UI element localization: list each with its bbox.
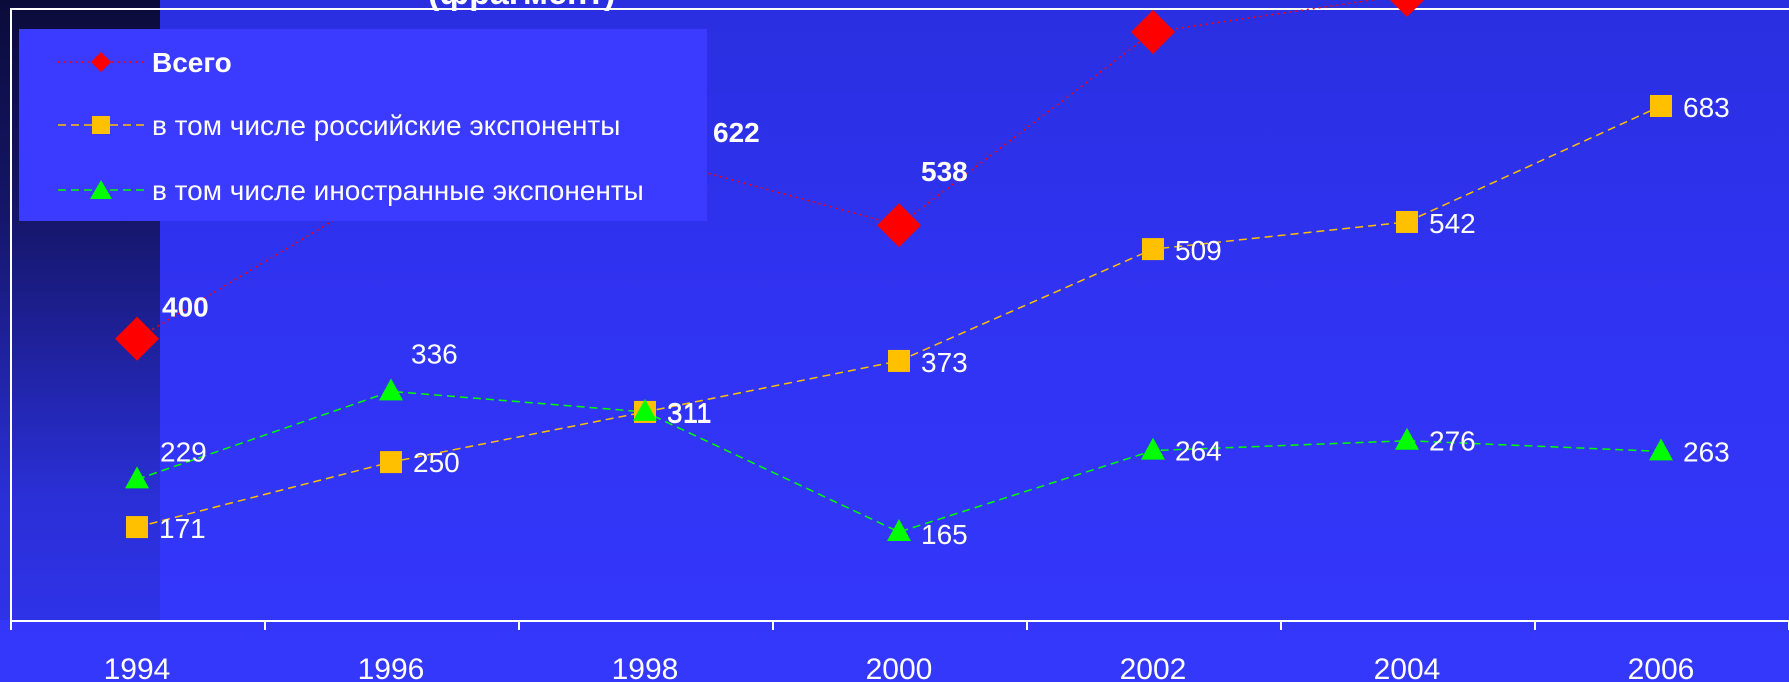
point-russian-2006 [1650, 95, 1672, 118]
point-russian-1994 [126, 516, 148, 539]
point-foreign-1998 [633, 398, 657, 421]
point-russian-2002 [1142, 238, 1164, 261]
legend-item-total: Всего [58, 47, 232, 78]
legend-label-total: Всего [152, 47, 232, 78]
point-total-2004 [1390, 0, 1424, 17]
data-label-russian-2000: 373 [921, 347, 968, 378]
x-tick-label-2006: 2006 [1628, 653, 1695, 682]
legend: Всего в том числе российские экспоненты … [19, 29, 707, 221]
data-label-foreign-1998: 311 [667, 397, 712, 428]
legend-item-foreign: в том числе иностранные экспоненты [58, 175, 644, 206]
point-foreign-2004 [1395, 427, 1419, 450]
point-russian-2000 [888, 349, 910, 372]
point-foreign-2006 [1649, 438, 1673, 461]
x-tick-label-1994: 1994 [104, 653, 171, 682]
x-tick-label-1996: 1996 [358, 653, 425, 682]
x-tick-label-2000: 2000 [866, 653, 933, 682]
chart-title-fragment: (фрагмент) [428, 0, 615, 12]
legend-square-marker [92, 116, 110, 134]
point-total-2000 [877, 203, 921, 248]
data-label-russian-2004: 542 [1429, 208, 1476, 239]
data-label-foreign-2000: 165 [921, 519, 968, 550]
x-axis-ticks [10, 621, 1789, 630]
x-tick-label-1998: 1998 [612, 653, 679, 682]
legend-diamond-marker [91, 52, 111, 72]
data-label-total-2000: 538 [921, 156, 968, 187]
point-russian-1996 [380, 451, 402, 474]
data-label-foreign-2002: 264 [1175, 436, 1222, 467]
data-label-foreign-1996: 336 [411, 338, 458, 369]
x-tick-label-2002: 2002 [1120, 653, 1187, 682]
data-label-total-1994: 400 [162, 292, 209, 323]
point-foreign-2000 [887, 519, 911, 542]
point-foreign-1994 [125, 466, 149, 489]
data-label-russian-2006: 683 [1683, 92, 1730, 123]
point-total-1994 [115, 316, 159, 361]
legend-box [19, 29, 707, 221]
series-line-foreign [136, 390, 1662, 533]
point-russian-2004 [1396, 210, 1418, 233]
legend-label-foreign: в том числе иностранные экспоненты [152, 175, 644, 206]
legend-label-russian: в том числе российские экспоненты [152, 110, 620, 141]
point-foreign-2002 [1141, 437, 1165, 460]
data-label-russian-2002: 509 [1175, 235, 1222, 266]
legend-triangle-marker [90, 180, 112, 199]
point-total-2002 [1131, 9, 1175, 54]
point-foreign-1996 [379, 378, 403, 401]
data-label-foreign-1994: 229 [160, 436, 207, 467]
data-label-foreign-2004: 276 [1429, 426, 1476, 457]
x-axis-tick-labels: 1994 1996 1998 2000 2002 2004 2006 [104, 653, 1695, 682]
legend-item-russian: в том числе российские экспоненты [58, 110, 620, 141]
x-tick-label-2004: 2004 [1374, 653, 1441, 682]
data-label-russian-1998: 311 [667, 398, 712, 429]
data-label-foreign-2006: 263 [1683, 436, 1730, 467]
data-label-russian-1996: 250 [413, 447, 460, 478]
data-label-total-1998: 622 [713, 117, 760, 148]
data-label-russian-1994: 171 [159, 513, 206, 544]
